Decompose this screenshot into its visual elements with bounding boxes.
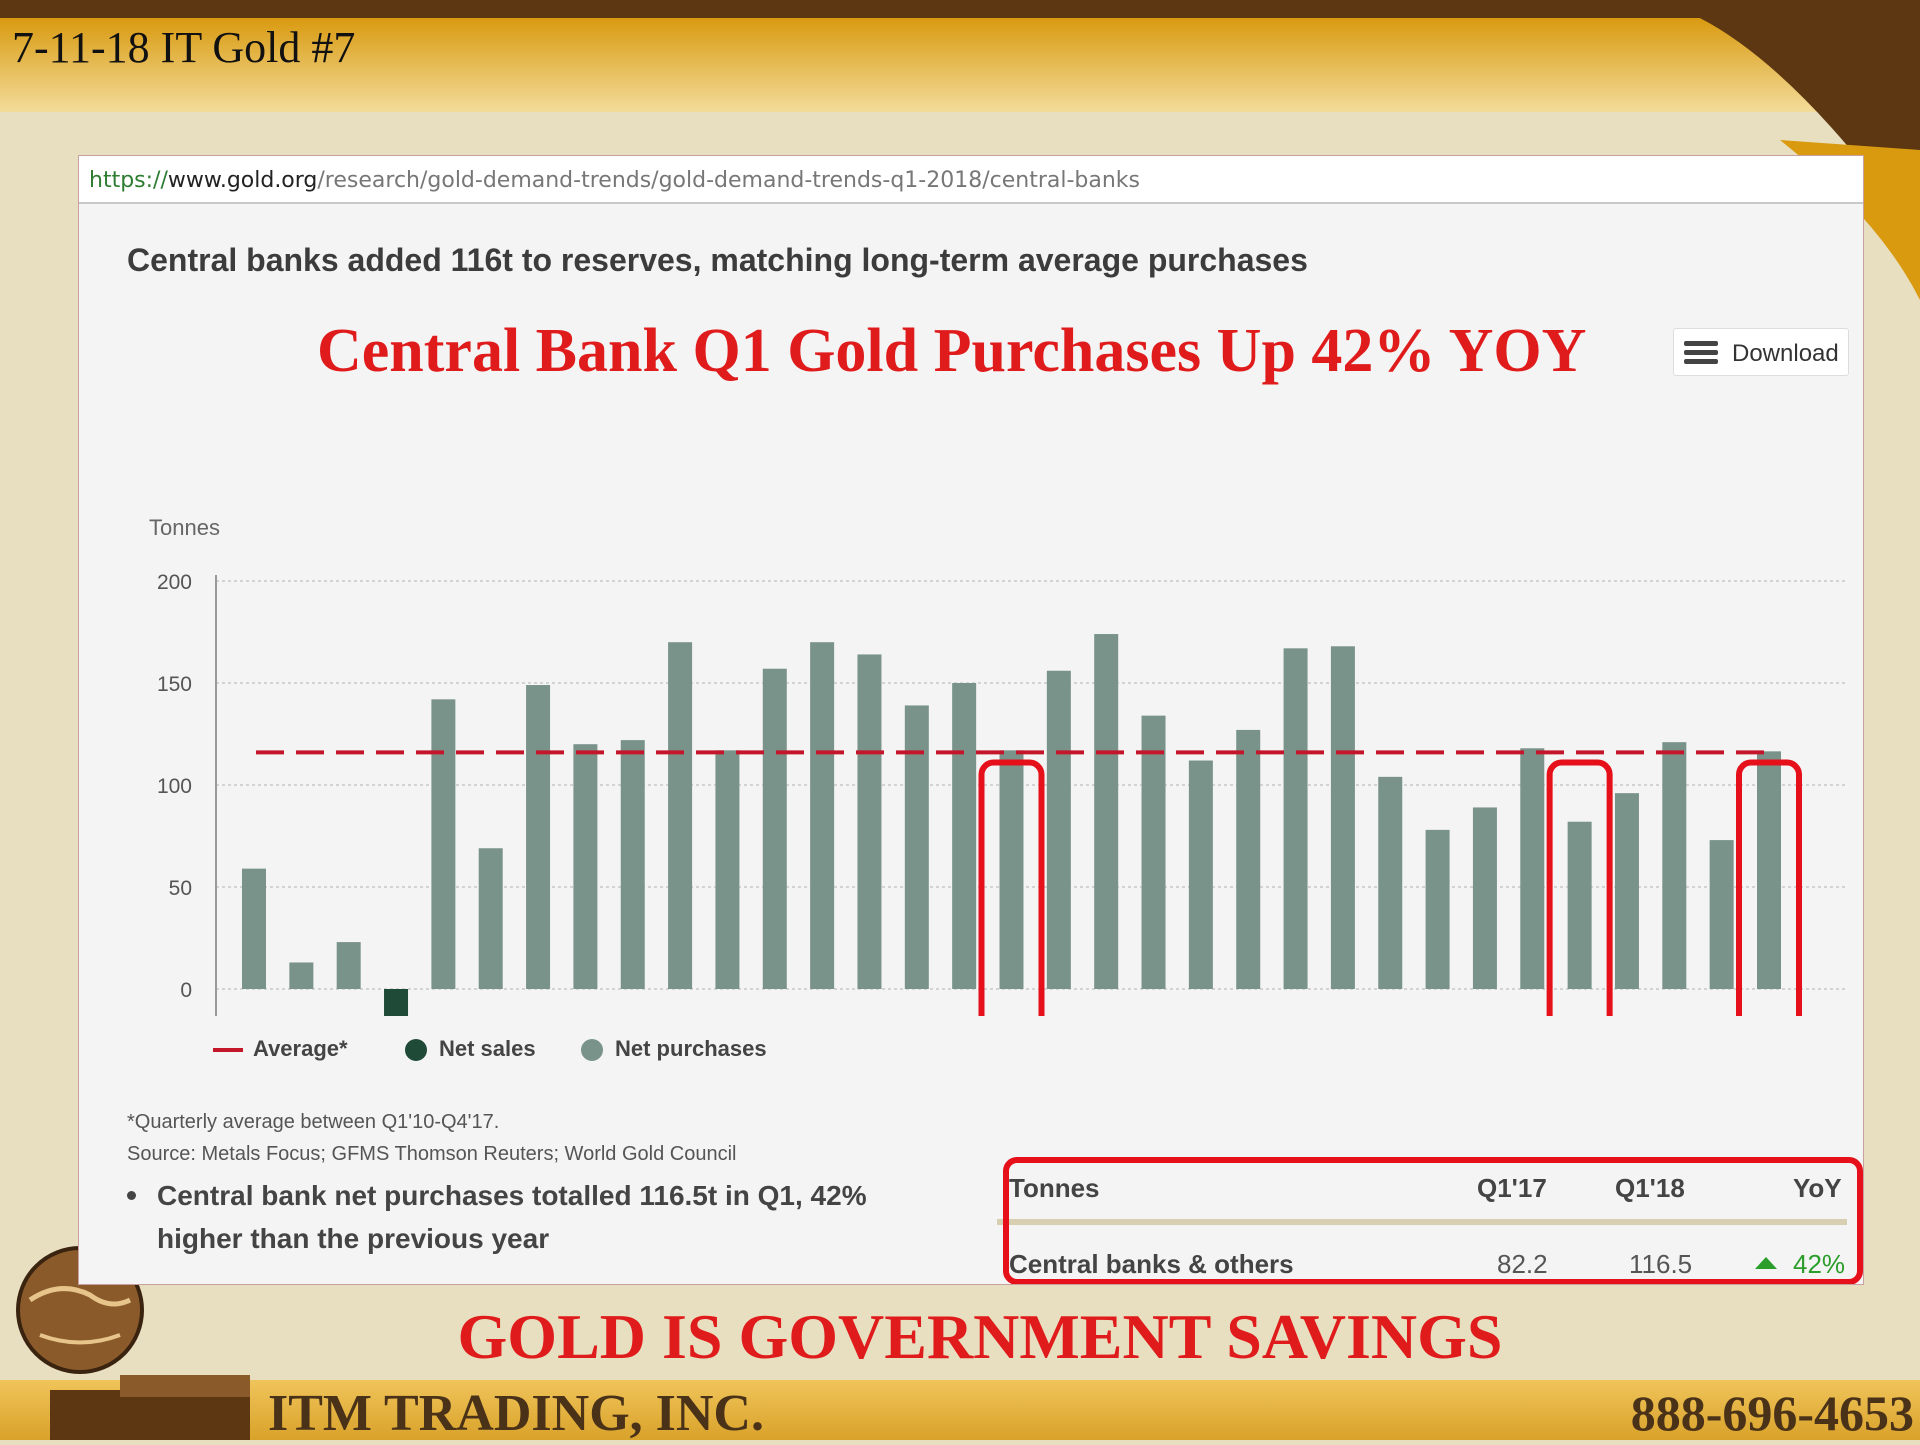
bar <box>242 868 266 989</box>
y-axis-title: Tonnes <box>149 515 220 540</box>
bar <box>1757 751 1781 989</box>
url-path: /research/gold-demand-trends/gold-demand… <box>317 168 1140 193</box>
bar <box>1236 729 1261 989</box>
bottom-slogan: GOLD IS GOVERNMENT SAVINGS <box>457 1301 1503 1372</box>
bar <box>715 750 740 989</box>
y-tick-label: 50 <box>169 877 192 900</box>
legend-net-sales-label: Net sales <box>439 1036 536 1061</box>
legend-net-purchases-swatch <box>581 1039 603 1062</box>
legend-average-swatch <box>213 1048 243 1053</box>
footnote-source: Source: Metals Focus; GFMS Thomson Reute… <box>127 1143 737 1165</box>
table-cell-q1-18: 116.5 <box>1629 1249 1693 1279</box>
bar <box>1520 748 1545 989</box>
legend-net-sales-swatch <box>405 1039 427 1062</box>
bar <box>999 750 1024 989</box>
y-tick-label: 0 <box>180 979 192 1002</box>
download-label: Download <box>1732 340 1839 367</box>
bar <box>952 683 977 989</box>
table-header-q1-17: Q1'17 <box>1477 1173 1547 1203</box>
bar <box>762 668 787 989</box>
bar <box>1283 648 1308 989</box>
overlay-title: Central Bank Q1 Gold Purchases Up 42% YO… <box>317 317 1587 385</box>
bar <box>478 848 503 989</box>
bar <box>336 942 361 989</box>
table-cell-q1-17: 82.2 <box>1497 1249 1548 1279</box>
chart-heading: Central banks added 116t to reserves, ma… <box>127 242 1308 278</box>
bar <box>1614 793 1639 989</box>
bar <box>1046 670 1071 989</box>
highlight-box <box>978 759 1045 1016</box>
legend-net-purchases-label: Net purchases <box>615 1036 767 1061</box>
highlight-box <box>1546 759 1613 1016</box>
y-tick-label: 150 <box>157 673 192 696</box>
bar <box>1094 634 1119 989</box>
bar <box>1378 776 1403 989</box>
table-row-label: Central banks & others <box>1009 1249 1294 1279</box>
url-host: www.gold.org <box>167 168 318 193</box>
bar <box>1425 829 1450 989</box>
bar <box>1472 807 1497 989</box>
bar <box>620 740 645 989</box>
bar <box>431 699 456 989</box>
legend-average-label: Average* <box>253 1036 348 1061</box>
data-table: Tonnes Q1'17 Q1'18 YoY Central banks & o… <box>997 1161 1857 1281</box>
table-header-q1-18: Q1'18 <box>1615 1173 1685 1203</box>
bar <box>1709 840 1734 989</box>
table-header-tonnes: Tonnes <box>1009 1173 1100 1203</box>
bar <box>384 989 409 1016</box>
bar <box>1141 715 1166 989</box>
highlight-box <box>1736 759 1802 1016</box>
bar <box>1330 646 1355 989</box>
company-name: ITM TRADING, INC. <box>268 1385 764 1442</box>
footnote-average: *Quarterly average between Q1'10-Q4'17. <box>127 1111 500 1133</box>
url-text: https://www.gold.org/research/gold-deman… <box>89 168 1140 193</box>
legend-net-purchases: Net purchases <box>581 1036 767 1062</box>
menu-icon <box>1684 341 1718 364</box>
table-cell-yoy: 42% <box>1793 1249 1846 1279</box>
bar-chart: Tonnes200150100500-50Q1'10Q3'10Q1'11Q3'1… <box>149 515 1847 1016</box>
phone-number: 888-696-4653 <box>1630 1385 1914 1441</box>
table-header-yoy: YoY <box>1793 1173 1842 1203</box>
bar <box>668 642 693 989</box>
url-bar[interactable]: https://www.gold.org/research/gold-deman… <box>79 156 1863 204</box>
table-rule <box>997 1219 1847 1225</box>
bullet-dot <box>127 1191 136 1200</box>
bullet-text: Central bank net purchases totalled 116.… <box>157 1180 867 1254</box>
chart-footnote: *Quarterly average between Q1'10-Q4'17. … <box>127 1106 736 1170</box>
bar <box>289 962 314 989</box>
legend-net-sales: Net sales <box>405 1036 536 1062</box>
download-button[interactable]: Download <box>1673 328 1849 376</box>
url-scheme: https:// <box>89 168 168 193</box>
table-highlight-box <box>1003 1157 1863 1284</box>
bar <box>1567 821 1592 989</box>
y-tick-label: 100 <box>157 775 192 798</box>
slide-title: 7-11-18 IT Gold #7 <box>12 23 356 72</box>
y-tick-label: 200 <box>157 571 192 594</box>
screenshot-panel: https://www.gold.org/research/gold-deman… <box>78 155 1864 1285</box>
bar <box>904 705 929 989</box>
up-arrow-icon <box>1755 1257 1777 1269</box>
legend-average: Average* <box>213 1036 348 1062</box>
bar <box>573 744 598 989</box>
bar <box>1662 742 1687 989</box>
bar <box>1188 760 1213 989</box>
bar <box>810 642 835 989</box>
bar <box>526 685 551 989</box>
bar <box>857 654 882 989</box>
